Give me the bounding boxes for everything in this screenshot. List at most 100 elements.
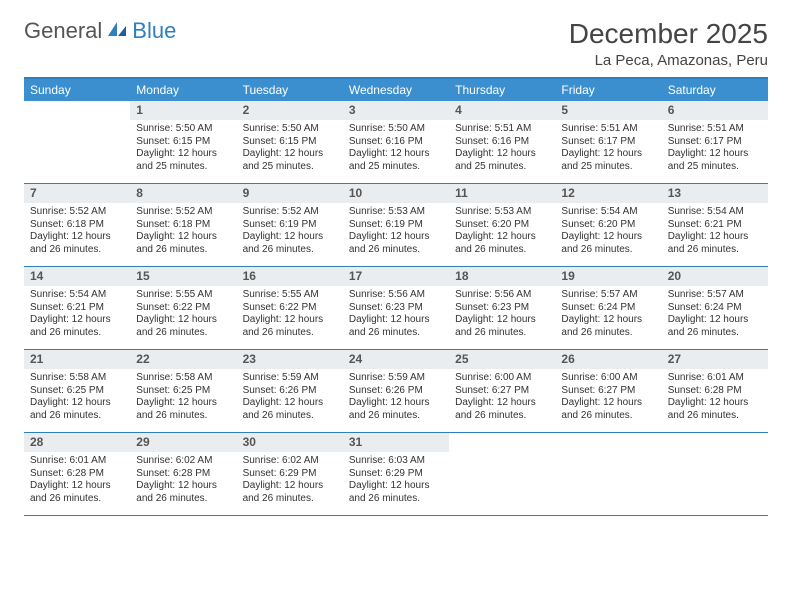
daylight-line: Daylight: 12 hours and 25 minutes. [455,148,549,173]
day-number: 22 [130,350,236,369]
day-body: Sunrise: 5:54 AMSunset: 6:21 PMDaylight:… [24,286,130,345]
day-body: Sunrise: 6:03 AMSunset: 6:29 PMDaylight:… [343,452,449,511]
day-number: 31 [343,433,449,452]
daylight-line: Daylight: 12 hours and 26 minutes. [136,314,230,339]
daylight-line: Daylight: 12 hours and 26 minutes. [561,231,655,256]
sunset-line: Sunset: 6:27 PM [561,385,655,398]
sunset-line: Sunset: 6:29 PM [243,468,337,481]
calendar-cell: 30Sunrise: 6:02 AMSunset: 6:29 PMDayligh… [237,433,343,515]
day-number: 11 [449,184,555,203]
daylight-line: Daylight: 12 hours and 26 minutes. [668,231,762,256]
sunset-line: Sunset: 6:25 PM [30,385,124,398]
day-body: Sunrise: 6:01 AMSunset: 6:28 PMDaylight:… [24,452,130,511]
day-number: 16 [237,267,343,286]
calendar-cell: 22Sunrise: 5:58 AMSunset: 6:25 PMDayligh… [130,350,236,432]
sunrise-line: Sunrise: 5:55 AM [243,289,337,302]
sunset-line: Sunset: 6:16 PM [349,136,443,149]
weeks-container: 1Sunrise: 5:50 AMSunset: 6:15 PMDaylight… [24,101,768,516]
calendar-week: 21Sunrise: 5:58 AMSunset: 6:25 PMDayligh… [24,350,768,433]
calendar-cell: 3Sunrise: 5:50 AMSunset: 6:16 PMDaylight… [343,101,449,183]
calendar-week: 14Sunrise: 5:54 AMSunset: 6:21 PMDayligh… [24,267,768,350]
day-number: 20 [662,267,768,286]
sunrise-line: Sunrise: 6:02 AM [136,455,230,468]
weekday-label: Tuesday [237,79,343,101]
sunset-line: Sunset: 6:27 PM [455,385,549,398]
day-number: 8 [130,184,236,203]
sunrise-line: Sunrise: 5:59 AM [349,372,443,385]
calendar-week: 28Sunrise: 6:01 AMSunset: 6:28 PMDayligh… [24,433,768,516]
sunset-line: Sunset: 6:28 PM [668,385,762,398]
sunset-line: Sunset: 6:24 PM [668,302,762,315]
day-body [449,452,555,461]
day-number: 4 [449,101,555,120]
daylight-line: Daylight: 12 hours and 26 minutes. [136,480,230,505]
calendar-cell: 25Sunrise: 6:00 AMSunset: 6:27 PMDayligh… [449,350,555,432]
day-number: 26 [555,350,661,369]
calendar-cell: 10Sunrise: 5:53 AMSunset: 6:19 PMDayligh… [343,184,449,266]
calendar-cell: 12Sunrise: 5:54 AMSunset: 6:20 PMDayligh… [555,184,661,266]
day-number: 13 [662,184,768,203]
sunrise-line: Sunrise: 6:01 AM [668,372,762,385]
day-number: 9 [237,184,343,203]
sunrise-line: Sunrise: 5:53 AM [455,206,549,219]
calendar-cell: 27Sunrise: 6:01 AMSunset: 6:28 PMDayligh… [662,350,768,432]
day-body: Sunrise: 6:01 AMSunset: 6:28 PMDaylight:… [662,369,768,428]
daylight-line: Daylight: 12 hours and 26 minutes. [136,231,230,256]
sunset-line: Sunset: 6:18 PM [136,219,230,232]
daylight-line: Daylight: 12 hours and 26 minutes. [561,314,655,339]
day-number: 6 [662,101,768,120]
logo-text-blue: Blue [132,18,176,44]
day-body: Sunrise: 5:58 AMSunset: 6:25 PMDaylight:… [130,369,236,428]
header: General Blue December 2025 La Peca, Amaz… [24,18,768,69]
calendar-cell [24,101,130,183]
logo-text-general: General [24,18,102,44]
weekday-label: Monday [130,79,236,101]
calendar-page: General Blue December 2025 La Peca, Amaz… [0,0,792,612]
sunrise-line: Sunrise: 5:58 AM [136,372,230,385]
title-block: December 2025 La Peca, Amazonas, Peru [569,18,768,69]
day-body: Sunrise: 5:54 AMSunset: 6:20 PMDaylight:… [555,203,661,262]
day-number: 24 [343,350,449,369]
day-number: 19 [555,267,661,286]
day-number: 30 [237,433,343,452]
sunrise-line: Sunrise: 5:58 AM [30,372,124,385]
sunset-line: Sunset: 6:23 PM [455,302,549,315]
calendar-cell: 31Sunrise: 6:03 AMSunset: 6:29 PMDayligh… [343,433,449,515]
weekday-header: Sunday Monday Tuesday Wednesday Thursday… [24,79,768,101]
day-body: Sunrise: 5:51 AMSunset: 6:17 PMDaylight:… [555,120,661,179]
daylight-line: Daylight: 12 hours and 25 minutes. [243,148,337,173]
day-body: Sunrise: 5:53 AMSunset: 6:20 PMDaylight:… [449,203,555,262]
calendar-cell [449,433,555,515]
calendar-cell: 16Sunrise: 5:55 AMSunset: 6:22 PMDayligh… [237,267,343,349]
day-body: Sunrise: 5:56 AMSunset: 6:23 PMDaylight:… [343,286,449,345]
sunset-line: Sunset: 6:16 PM [455,136,549,149]
day-body [555,452,661,461]
calendar-cell: 26Sunrise: 6:00 AMSunset: 6:27 PMDayligh… [555,350,661,432]
sunrise-line: Sunrise: 5:52 AM [30,206,124,219]
day-body: Sunrise: 5:52 AMSunset: 6:18 PMDaylight:… [24,203,130,262]
sunrise-line: Sunrise: 6:00 AM [561,372,655,385]
calendar-cell: 24Sunrise: 5:59 AMSunset: 6:26 PMDayligh… [343,350,449,432]
sunrise-line: Sunrise: 5:54 AM [30,289,124,302]
day-body: Sunrise: 5:54 AMSunset: 6:21 PMDaylight:… [662,203,768,262]
daylight-line: Daylight: 12 hours and 26 minutes. [561,397,655,422]
sunrise-line: Sunrise: 6:02 AM [243,455,337,468]
day-body: Sunrise: 6:00 AMSunset: 6:27 PMDaylight:… [449,369,555,428]
daylight-line: Daylight: 12 hours and 26 minutes. [243,397,337,422]
day-body: Sunrise: 6:00 AMSunset: 6:27 PMDaylight:… [555,369,661,428]
sunset-line: Sunset: 6:23 PM [349,302,443,315]
sunset-line: Sunset: 6:17 PM [561,136,655,149]
daylight-line: Daylight: 12 hours and 26 minutes. [668,397,762,422]
sunrise-line: Sunrise: 5:57 AM [561,289,655,302]
daylight-line: Daylight: 12 hours and 26 minutes. [30,231,124,256]
sunrise-line: Sunrise: 5:52 AM [243,206,337,219]
sunrise-line: Sunrise: 5:50 AM [349,123,443,136]
sunrise-line: Sunrise: 5:54 AM [668,206,762,219]
sunrise-line: Sunrise: 5:50 AM [243,123,337,136]
daylight-line: Daylight: 12 hours and 26 minutes. [349,480,443,505]
daylight-line: Daylight: 12 hours and 25 minutes. [136,148,230,173]
calendar-cell: 9Sunrise: 5:52 AMSunset: 6:19 PMDaylight… [237,184,343,266]
day-body: Sunrise: 5:51 AMSunset: 6:16 PMDaylight:… [449,120,555,179]
sunset-line: Sunset: 6:26 PM [243,385,337,398]
day-body: Sunrise: 6:02 AMSunset: 6:28 PMDaylight:… [130,452,236,511]
